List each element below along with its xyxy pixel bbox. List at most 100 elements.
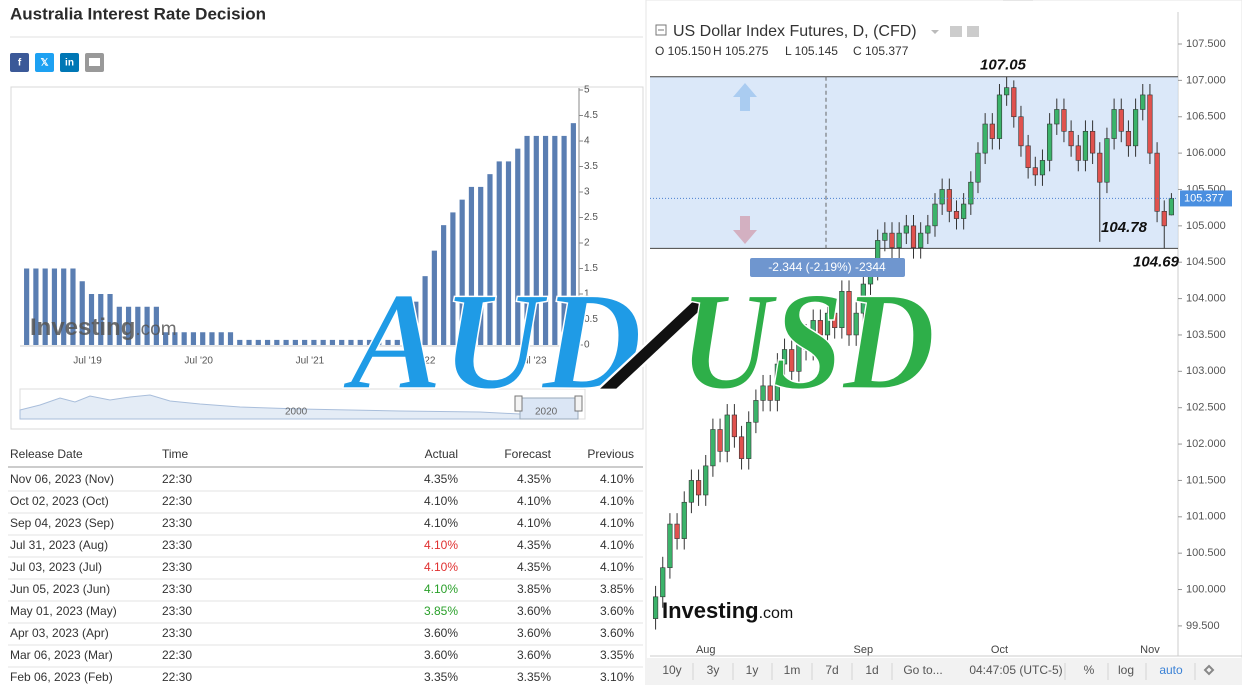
table-cell: 3.60% [517, 626, 551, 640]
navigator-handle[interactable] [514, 395, 523, 412]
bar [227, 332, 234, 345]
candle-body [1168, 198, 1175, 216]
bar [190, 332, 197, 345]
candle-body [896, 232, 902, 248]
y-tick-label: 106.000 [1186, 147, 1226, 159]
x-tick-label: Jul '21 [296, 356, 325, 367]
candle-body [939, 189, 945, 205]
share-button[interactable] [60, 53, 79, 72]
watermark-main: Investing [662, 598, 759, 623]
table-cell: 4.10% [517, 516, 551, 530]
y-tick-label: 101.500 [1186, 474, 1226, 486]
bar [302, 339, 308, 345]
share-icon: f [18, 58, 22, 69]
bar [70, 268, 76, 345]
collapse-button[interactable] [655, 24, 667, 36]
bar [542, 135, 549, 345]
candle-body [996, 94, 1003, 139]
candle-body [1133, 109, 1139, 147]
toolbar-button: auto [1159, 663, 1183, 677]
candle-body [1147, 94, 1153, 154]
table-cell: 4.10% [517, 494, 551, 508]
bar [200, 332, 206, 345]
candle-body [667, 523, 673, 569]
share-icon: in [65, 58, 74, 69]
y-tick-label: 100.500 [1186, 547, 1226, 559]
y-tick-label: 0 [584, 340, 590, 351]
bar [24, 268, 30, 345]
bar [237, 339, 243, 345]
bar [496, 161, 502, 345]
table-cell: 3.85% [517, 582, 551, 596]
candle-body [946, 189, 952, 212]
table-cell: 4.10% [600, 560, 634, 574]
toolbar-button: 10y [662, 663, 681, 677]
bar [348, 339, 354, 345]
candle-body [753, 400, 759, 423]
navigator-handle[interactable] [574, 395, 583, 412]
table-cell: 3.35% [424, 670, 458, 684]
settings-icon[interactable] [967, 26, 979, 37]
watermark-suffix: .com [759, 605, 794, 622]
table-cell: 4.35% [424, 472, 458, 486]
table-cell: 4.10% [424, 516, 458, 530]
table-cell: 3.10% [600, 670, 634, 684]
candle-body [925, 225, 931, 234]
y-tick-label: 2 [584, 238, 590, 249]
candle-body [1004, 87, 1010, 96]
candle-body [1047, 123, 1053, 161]
table-cell: 4.35% [517, 472, 551, 486]
candle-body [1075, 145, 1081, 161]
table-cell: 4.10% [600, 494, 634, 508]
candle-body [817, 320, 823, 336]
bar [533, 135, 539, 345]
x-tick-label: Sep [854, 644, 874, 656]
table-cell: 3.60% [424, 626, 458, 640]
bar [51, 268, 58, 345]
bar [61, 268, 67, 345]
table-cell: 22:30 [162, 670, 192, 684]
y-tick-label: 1.5 [584, 263, 598, 274]
settings-icon[interactable] [950, 26, 962, 37]
bar [459, 199, 465, 345]
y-tick-label: 104.000 [1186, 292, 1226, 304]
candle-body [882, 232, 888, 241]
gear-icon[interactable] [1203, 664, 1215, 676]
share-button[interactable] [35, 53, 54, 72]
y-tick-label: 100.000 [1186, 583, 1226, 595]
bar [283, 339, 289, 345]
candle-body [860, 283, 866, 314]
candle-body [731, 414, 737, 438]
candle-body [738, 436, 745, 459]
share-button[interactable] [10, 53, 29, 72]
candle-body [652, 596, 659, 619]
y-tick-label: 107.000 [1186, 74, 1226, 86]
bar [79, 281, 85, 345]
table-cell: Oct 02, 2023 (Oct) [10, 494, 109, 508]
bar [366, 339, 373, 345]
candle-body [695, 480, 702, 496]
candle-body [688, 480, 694, 503]
y-tick-label: 3.5 [584, 161, 598, 172]
table-cell: 3.60% [517, 604, 551, 618]
watermark-suffix: .com [135, 319, 176, 340]
overlay-text: USD [680, 264, 935, 419]
candle-body [660, 567, 666, 598]
table-cell: Apr 03, 2023 (Apr) [10, 626, 109, 640]
bar [570, 123, 576, 346]
table-cell: 3.60% [424, 648, 458, 662]
watermark-main: Investing [30, 314, 135, 341]
candle-body [681, 501, 687, 539]
toolbar [646, 658, 1242, 685]
table-cell: 4.10% [600, 538, 634, 552]
bar [561, 135, 567, 345]
table-cell: 23:30 [162, 582, 192, 596]
candle-body [710, 429, 716, 467]
bar [125, 306, 132, 345]
bar [98, 294, 104, 345]
column-header: Previous [587, 447, 634, 461]
annotation: 104.78 [1101, 219, 1148, 236]
bar [292, 339, 298, 345]
table-cell: Jul 31, 2023 (Aug) [10, 538, 108, 552]
candle-body [968, 181, 974, 205]
